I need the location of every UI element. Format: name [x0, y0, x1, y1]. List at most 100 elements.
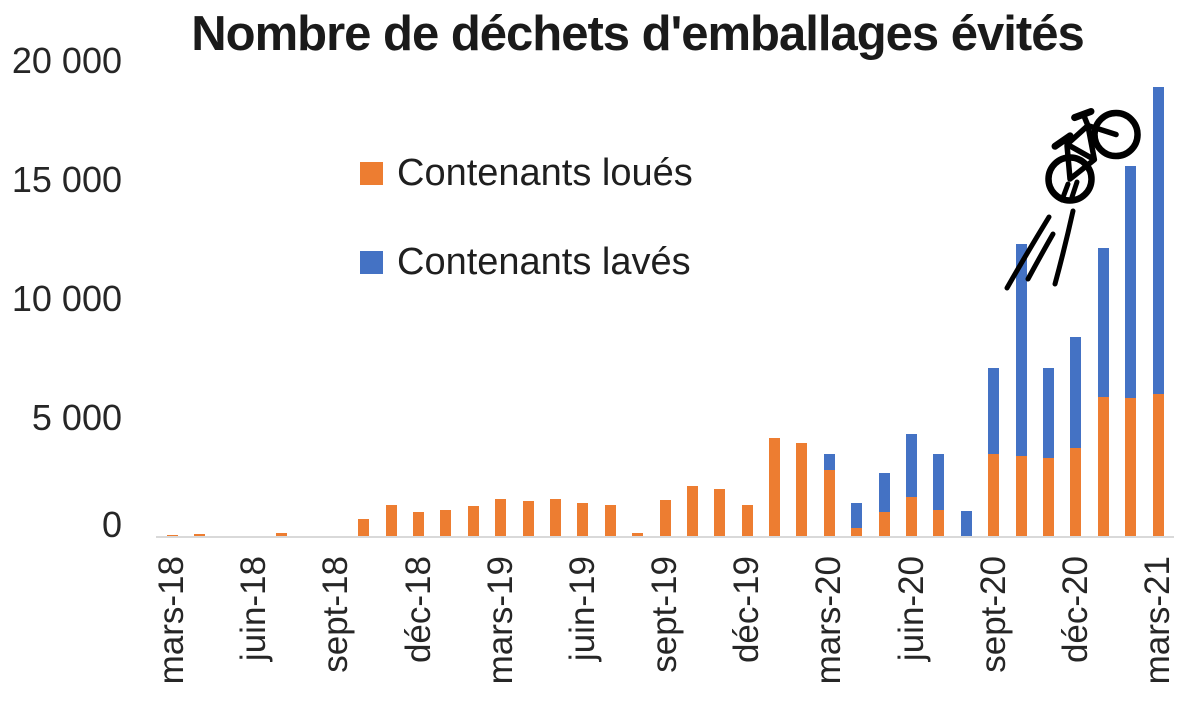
- bar-mars-19: [495, 498, 507, 537]
- y-tick-label: 0: [101, 504, 122, 545]
- x-tick-label: sept-20: [973, 556, 1013, 673]
- bar-mars-18: [166, 534, 178, 537]
- bar-segment: [166, 534, 178, 537]
- bar-segment: [823, 453, 835, 471]
- bar-segment: [796, 443, 808, 537]
- x-tick-label: déc-19: [727, 556, 767, 664]
- bar-segment: [1152, 394, 1164, 537]
- bar-août-19: [632, 533, 644, 537]
- bar-segment: [1125, 398, 1137, 537]
- bar-segment: [878, 473, 890, 512]
- bar-mars-21: [1152, 87, 1164, 537]
- x-tick-label: mars-18: [152, 556, 191, 685]
- y-tick-label: 5 000: [31, 397, 122, 438]
- bar-segment: [1015, 456, 1027, 537]
- flying-bicycle-icon: [1004, 107, 1141, 291]
- x-tick-label: déc-20: [1055, 556, 1095, 664]
- bar-segment: [632, 533, 644, 537]
- bar-déc-18: [413, 512, 424, 537]
- bar-segment: [769, 438, 781, 537]
- bar-nov-18: [385, 504, 397, 537]
- bar-mars-20: [823, 453, 835, 537]
- bar-segment: [577, 502, 589, 537]
- legend-swatch-blue-icon: [360, 250, 383, 274]
- bar-segment: [1042, 368, 1054, 459]
- bar-segment: [686, 485, 698, 537]
- bar-segment: [933, 510, 945, 537]
- bar-juil-20: [933, 454, 945, 537]
- bar-févr-20: [796, 443, 808, 537]
- bar-segment: [906, 434, 917, 498]
- bar-segment: [960, 510, 972, 537]
- bar-segment: [604, 504, 616, 537]
- bar-segment: [659, 500, 671, 537]
- bar-mai-20: [878, 473, 890, 537]
- bar-juin-20: [906, 434, 917, 537]
- bar-avr-20: [851, 502, 863, 537]
- bar-segment: [1042, 458, 1054, 537]
- x-tick-label: mars-20: [809, 556, 849, 685]
- x-tick-label: déc-18: [398, 556, 438, 664]
- bar-segment: [193, 533, 205, 537]
- bar-segment: [988, 368, 1000, 455]
- x-tick-label: juin-20: [891, 556, 931, 662]
- bar-segment: [851, 528, 863, 537]
- plot-area: [158, 61, 1172, 537]
- bar-segment: [714, 489, 726, 537]
- bar-segment: [1070, 448, 1082, 537]
- bar-segment: [1152, 87, 1164, 395]
- bar-avr-19: [522, 501, 534, 537]
- x-tick-label: sept-18: [316, 556, 356, 673]
- bar-mai-19: [549, 498, 561, 537]
- bar-segment: [413, 512, 424, 537]
- bar-segment: [440, 509, 452, 537]
- bar-juil-18: [276, 532, 288, 537]
- bar-nov-20: [1042, 368, 1054, 537]
- bar-segment: [851, 502, 863, 529]
- bar-déc-19: [741, 504, 753, 537]
- bar-segment: [358, 519, 370, 537]
- x-tick-label: juin-18: [234, 556, 274, 662]
- x-axis-line: [156, 536, 1174, 538]
- bar-sept-19: [659, 500, 671, 537]
- bar-févr-21: [1125, 165, 1137, 537]
- bar-segment: [495, 498, 507, 537]
- bar-juin-19: [577, 502, 589, 537]
- x-tick-label: juin-19: [562, 556, 602, 662]
- bar-segment: [522, 501, 534, 537]
- bar-segment: [467, 506, 479, 537]
- x-tick-label: mars-19: [480, 556, 520, 685]
- bar-segment: [741, 504, 753, 537]
- bar-oct-18: [358, 519, 370, 537]
- bar-segment: [1015, 244, 1027, 457]
- y-tick-label: 15 000: [11, 159, 122, 200]
- bar-segment: [385, 504, 397, 537]
- legend-label-laves: Contenants lavés: [397, 241, 691, 283]
- bar-segment: [1070, 336, 1082, 449]
- bar-oct-19: [686, 485, 698, 537]
- legend-item-laves: Contenants lavés: [360, 242, 691, 282]
- y-tick-label: 20 000: [11, 40, 122, 81]
- bar-oct-20: [1015, 244, 1027, 537]
- bar-déc-20: [1070, 336, 1082, 537]
- bar-janv-21: [1097, 247, 1109, 537]
- legend-label-loues: Contenants loués: [397, 152, 693, 194]
- bar-janv-20: [769, 438, 781, 537]
- bar-segment: [1125, 165, 1137, 399]
- x-tick-label: sept-19: [645, 556, 684, 673]
- legend-item-loues: Contenants loués: [360, 153, 693, 193]
- bar-segment: [933, 454, 945, 511]
- bar-segment: [823, 470, 835, 537]
- x-tick-label: mars-21: [1138, 556, 1177, 685]
- bar-segment: [988, 454, 1000, 537]
- bar-segment: [878, 511, 890, 537]
- bar-janv-19: [440, 509, 452, 537]
- bar-avr-18: [193, 533, 205, 537]
- bar-segment: [549, 498, 561, 537]
- bar-août-20: [960, 510, 972, 537]
- bar-segment: [1097, 396, 1109, 537]
- chart-title: Nombre de déchets d'emballages évités: [191, 7, 1084, 61]
- bar-juil-19: [604, 504, 616, 537]
- bar-segment: [906, 497, 917, 537]
